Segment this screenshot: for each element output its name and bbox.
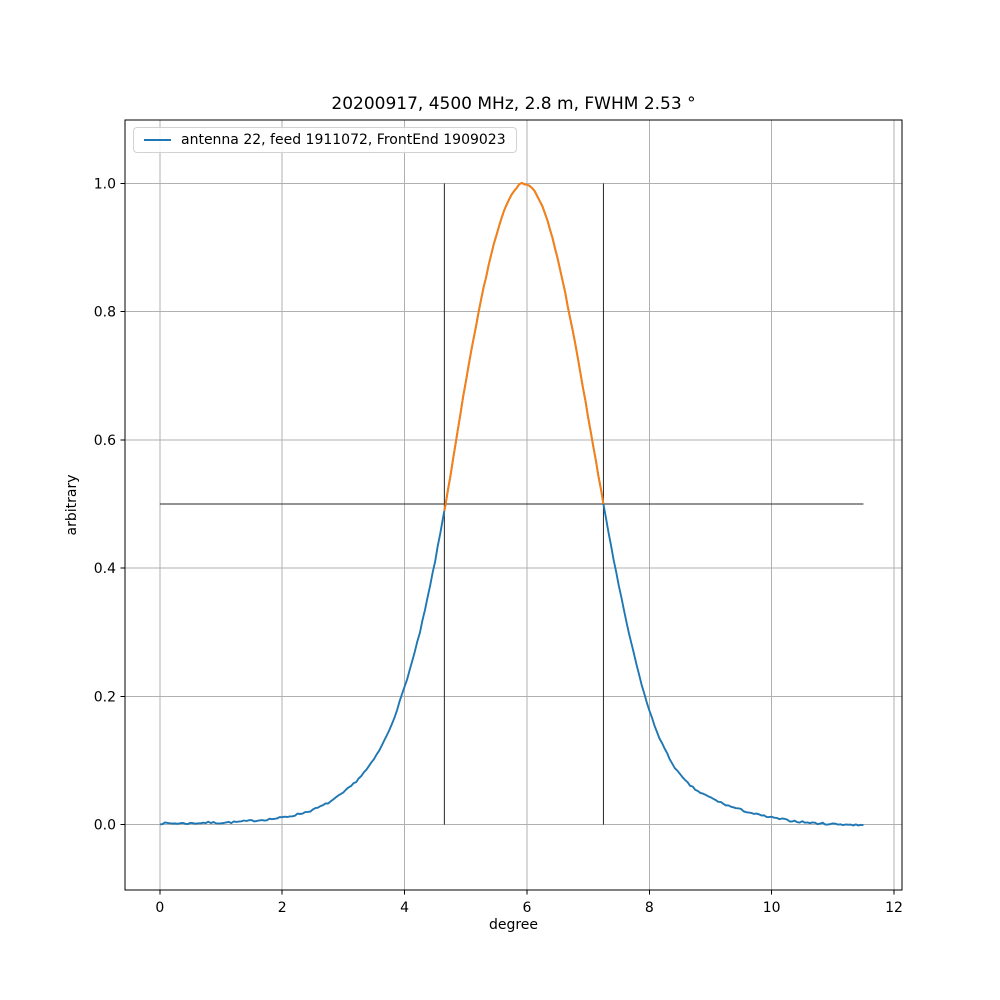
y-tick-label: 1.0 [94,176,116,192]
x-axis-label: degree [488,917,539,933]
y-tick-label: 0.6 [94,433,116,449]
y-tick-label: 0.4 [94,561,116,577]
x-tick-label: 12 [885,900,903,916]
y-tick-label: 0.0 [94,818,116,834]
y-axis-label: arbitrary [64,474,80,536]
x-tick-label: 0 [155,900,164,916]
x-tick-label: 6 [522,900,531,916]
axes-spines [124,119,903,891]
x-tick-label: 2 [278,900,287,916]
chart-title: 20200917, 4500 MHz, 2.8 m, FWHM 2.53 ° [331,94,696,114]
x-tick-label: 8 [645,900,654,916]
y-tick-label: 0.2 [94,689,116,705]
legend-label: antenna 22, feed 1911072, FrontEnd 19090… [181,132,506,148]
fwhm-highlight-line [443,181,605,511]
x-tick-label: 4 [400,900,409,916]
legend: antenna 22, feed 1911072, FrontEnd 19090… [133,127,517,153]
x-tick-label: 10 [763,900,781,916]
y-tick-label: 0.8 [94,305,116,321]
legend-line-sample-icon [144,139,171,141]
